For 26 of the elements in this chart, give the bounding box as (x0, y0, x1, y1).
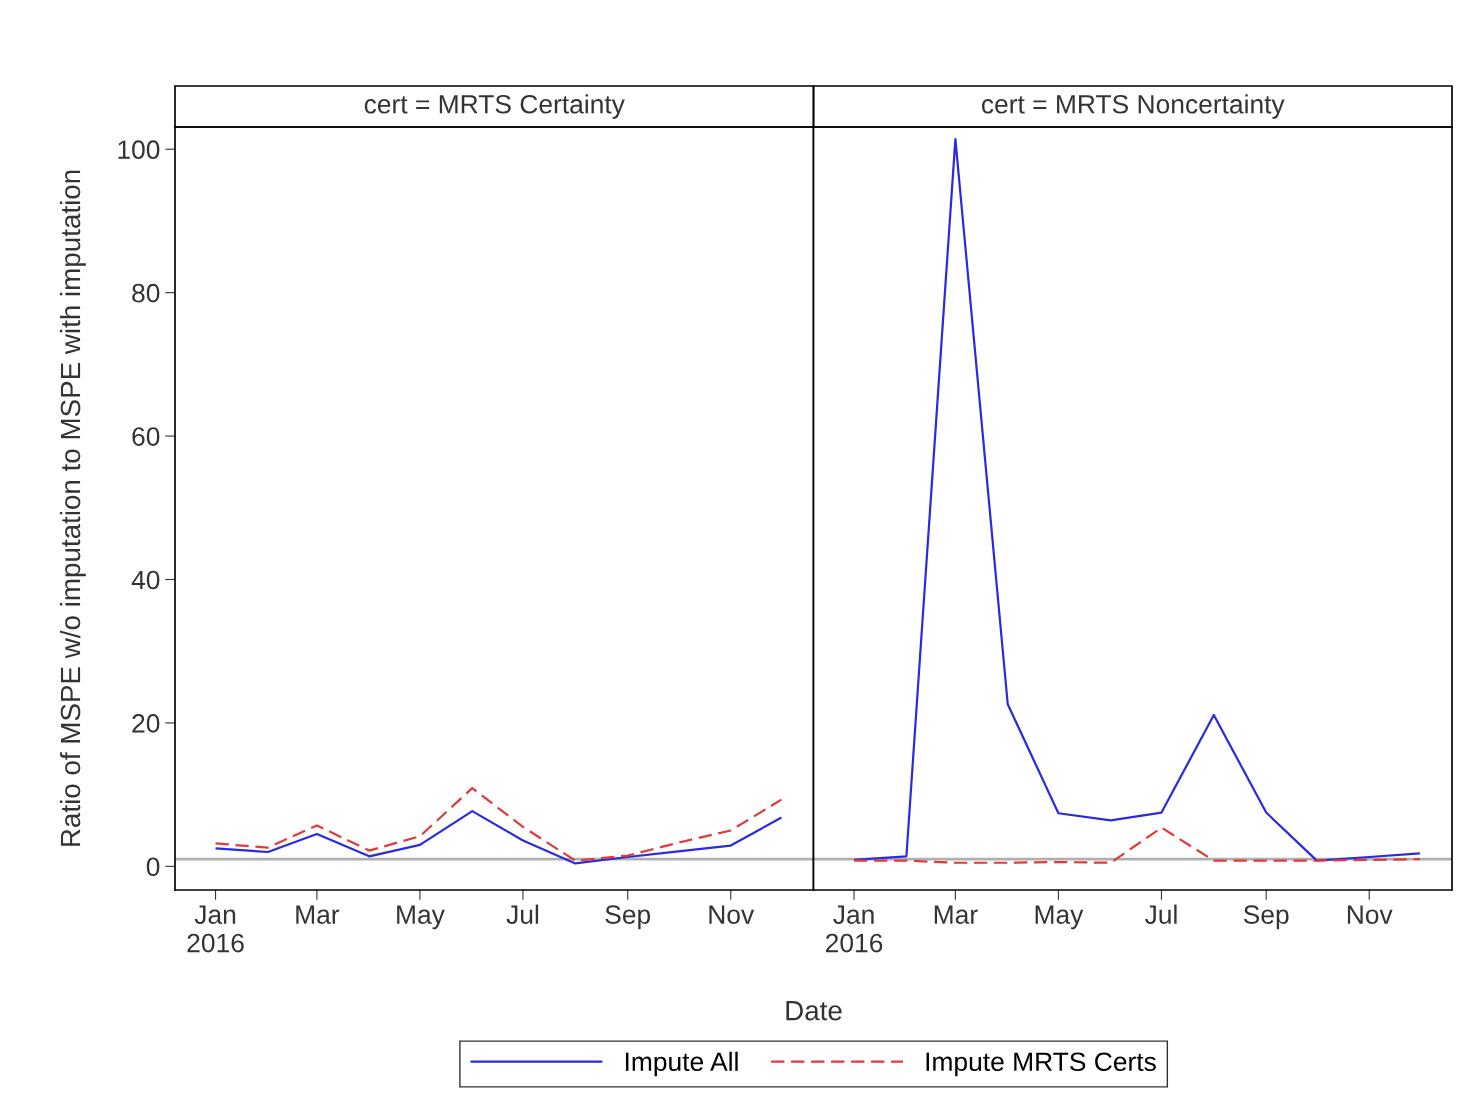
legend-label: Impute MRTS Certs (926, 1052, 1156, 1077)
x-axis-title: Date (786, 1001, 842, 1021)
y-tick-label: 80 (132, 283, 160, 303)
x-tick-label: Jan 2016 (187, 905, 244, 953)
line-series (214, 810, 783, 865)
x-tick-label: Jul (1145, 904, 1177, 924)
legend-label: Impute All (625, 1051, 738, 1077)
y-axis-title: Ratio of MSPE w/o imputation to MSPE with imputation (59, 170, 86, 846)
x-tick-label: Nov (709, 905, 755, 924)
x-tick-label: Jul (506, 904, 539, 924)
y-tick-label: 100 (118, 140, 160, 160)
x-tick-label: Jan 2016 (826, 905, 883, 953)
chart-title: cert = MRTS Noncertainty (981, 94, 1285, 119)
chart-title: cert = MRTS Certainty (364, 94, 625, 119)
x-tick-label: May (397, 905, 445, 930)
x-tick-label: May (1035, 905, 1084, 930)
x-tick-label: Sep (1243, 905, 1289, 930)
y-tick-label: 20 (132, 714, 160, 733)
x-tick-label: Mar (934, 905, 978, 924)
x-tick-label: Sep (605, 905, 651, 930)
x-tick-label: Nov (1347, 905, 1393, 924)
y-tick-label: 40 (131, 570, 160, 590)
x-tick-label: Mar (296, 905, 340, 924)
line-series (214, 787, 783, 862)
y-tick-label: 60 (132, 427, 160, 446)
y-tick-label: 0 (146, 857, 160, 877)
